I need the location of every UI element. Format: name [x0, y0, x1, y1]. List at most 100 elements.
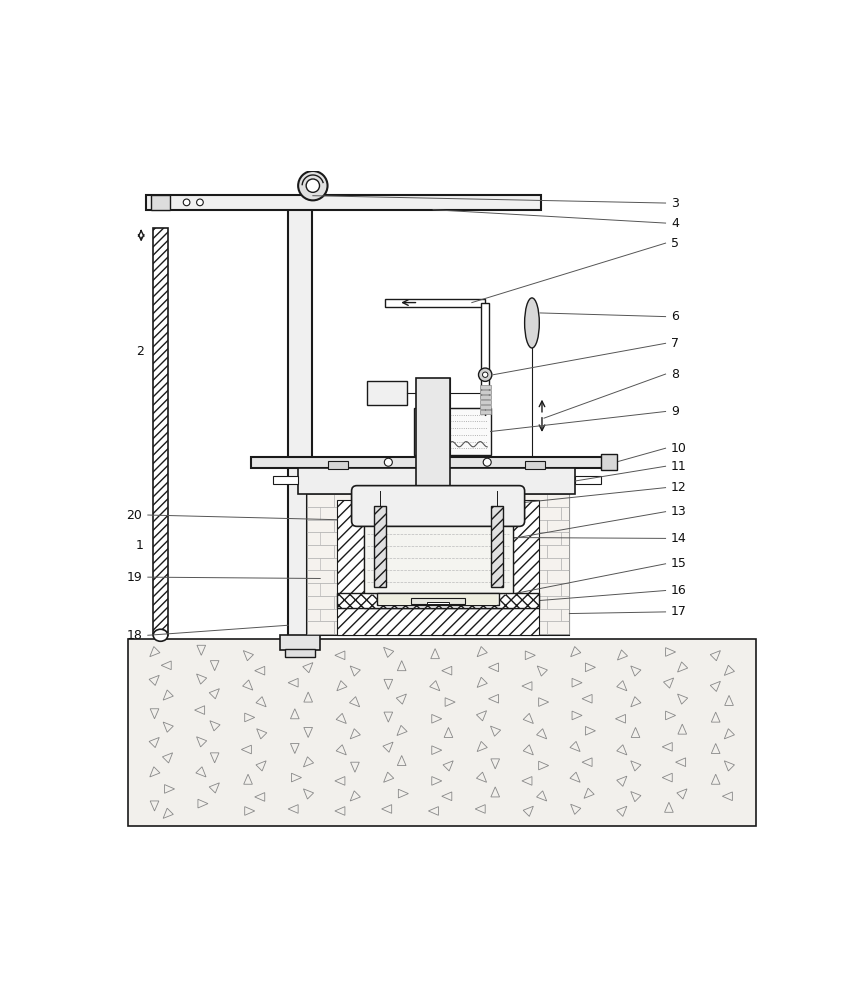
Bar: [307, 532, 333, 545]
Bar: [319, 609, 346, 621]
Circle shape: [483, 458, 491, 466]
Bar: [453, 532, 480, 545]
Bar: [426, 532, 453, 545]
Bar: [307, 570, 333, 583]
Text: 19: 19: [127, 571, 142, 584]
Bar: [387, 545, 413, 558]
Text: 6: 6: [670, 310, 678, 323]
Bar: [547, 545, 569, 558]
Text: 13: 13: [670, 505, 686, 518]
Bar: [547, 520, 569, 532]
Bar: [319, 558, 346, 570]
Ellipse shape: [153, 629, 168, 641]
Bar: [307, 609, 333, 621]
Bar: [520, 570, 547, 583]
Text: 8: 8: [670, 368, 678, 381]
Bar: [547, 596, 569, 609]
Bar: [400, 583, 426, 596]
Bar: [520, 545, 547, 558]
Bar: [373, 507, 400, 520]
Bar: [480, 410, 490, 414]
Bar: [153, 228, 168, 635]
Bar: [413, 596, 440, 609]
Text: 20: 20: [127, 509, 142, 522]
Bar: [307, 545, 333, 558]
Bar: [480, 405, 490, 409]
Bar: [480, 303, 489, 398]
Bar: [480, 390, 490, 394]
Bar: [560, 558, 569, 570]
Bar: [373, 558, 400, 570]
Bar: [533, 558, 560, 570]
Bar: [533, 583, 560, 596]
Bar: [346, 609, 373, 621]
Bar: [307, 494, 569, 635]
Bar: [480, 558, 506, 570]
Bar: [480, 395, 490, 399]
Bar: [453, 558, 480, 570]
Bar: [373, 532, 400, 545]
Bar: [480, 583, 506, 596]
Bar: [547, 621, 569, 634]
Bar: [337, 593, 539, 608]
Bar: [493, 545, 520, 558]
Bar: [333, 520, 360, 532]
Circle shape: [384, 458, 392, 466]
Circle shape: [306, 179, 319, 192]
Bar: [333, 621, 360, 634]
Bar: [493, 494, 520, 507]
Bar: [480, 532, 506, 545]
Bar: [493, 621, 520, 634]
Text: 10: 10: [670, 442, 686, 455]
Text: 18: 18: [127, 629, 142, 642]
Bar: [467, 596, 493, 609]
Bar: [453, 609, 480, 621]
Bar: [440, 494, 467, 507]
Bar: [333, 545, 360, 558]
Bar: [337, 608, 539, 635]
Text: 3: 3: [670, 197, 678, 210]
Bar: [547, 494, 569, 507]
Text: 9: 9: [670, 405, 678, 418]
Bar: [427, 602, 449, 604]
Text: 17: 17: [670, 605, 686, 618]
Bar: [387, 570, 413, 583]
Bar: [307, 621, 333, 634]
Text: 11: 11: [670, 460, 686, 473]
Bar: [426, 558, 453, 570]
Bar: [493, 596, 520, 609]
Bar: [333, 570, 360, 583]
Bar: [453, 507, 480, 520]
Bar: [373, 583, 400, 596]
FancyBboxPatch shape: [351, 486, 524, 526]
Bar: [319, 532, 346, 545]
Bar: [493, 570, 520, 583]
Text: 5: 5: [670, 237, 678, 250]
Bar: [363, 500, 512, 608]
Bar: [373, 506, 385, 587]
Bar: [346, 507, 373, 520]
Bar: [376, 593, 499, 605]
Bar: [533, 609, 560, 621]
Bar: [400, 507, 426, 520]
Bar: [467, 494, 493, 507]
Bar: [360, 596, 387, 609]
Bar: [307, 583, 333, 596]
Bar: [506, 507, 533, 520]
Bar: [440, 596, 467, 609]
Bar: [367, 381, 406, 405]
Bar: [480, 609, 506, 621]
Bar: [360, 621, 387, 634]
Bar: [480, 385, 490, 389]
Circle shape: [478, 368, 492, 381]
Bar: [413, 621, 440, 634]
Bar: [360, 494, 387, 507]
Bar: [284, 649, 314, 657]
Bar: [307, 494, 333, 507]
Bar: [440, 621, 467, 634]
Bar: [400, 532, 426, 545]
Bar: [547, 570, 569, 583]
Bar: [490, 506, 502, 587]
Bar: [333, 494, 360, 507]
Bar: [467, 545, 493, 558]
